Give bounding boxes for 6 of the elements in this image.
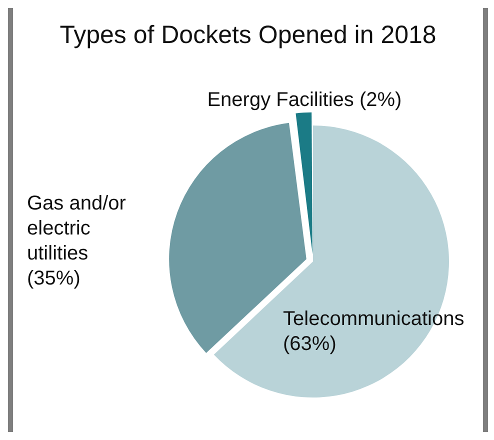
slice-label: Gas and/or electric utilities	[27, 192, 126, 265]
slice-label: Energy Facilities (2%)	[207, 89, 402, 112]
data-label: (63%)	[283, 333, 336, 356]
chart-title: Types of Dockets Opened in 2018	[60, 20, 436, 49]
slice-label: Telecommunications	[283, 308, 464, 330]
data-label: (35%)	[27, 268, 80, 290]
